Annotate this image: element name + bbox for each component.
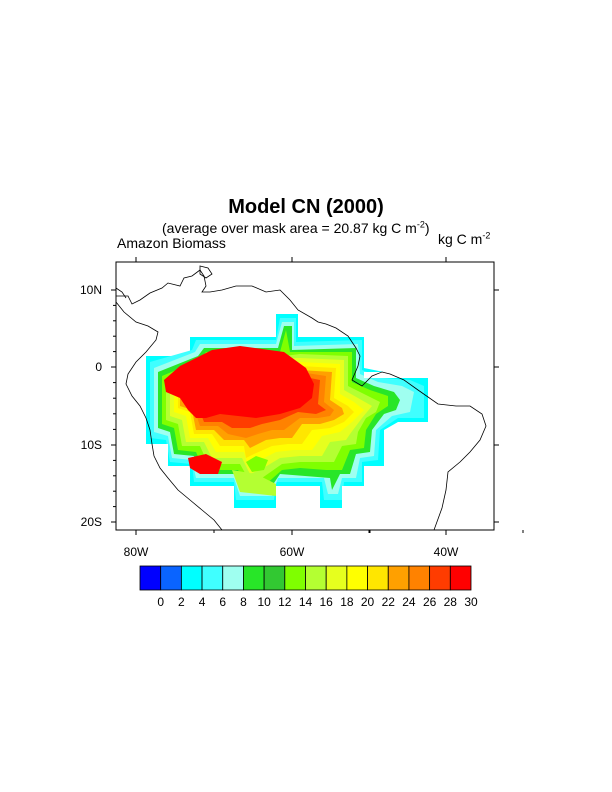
biomass-region-core [164, 346, 314, 418]
colorbar-label: 4 [199, 595, 206, 609]
colorbar-swatch [243, 565, 265, 591]
units-base: kg C m [438, 231, 483, 247]
coastline-panama [115, 287, 127, 299]
colorbar-label: 2 [178, 595, 185, 609]
variable-label: Amazon Biomass [117, 235, 226, 251]
colorbar-swatch [222, 565, 244, 591]
colorbar-label: 30 [464, 595, 478, 609]
biomass-field [146, 314, 428, 530]
colorbar-swatch [325, 565, 348, 591]
colorbar-label: 18 [340, 595, 354, 609]
subtitle-suffix: ) [424, 220, 430, 236]
coastline [115, 265, 487, 531]
colorbar-swatch [367, 565, 389, 591]
colorbar-label: 22 [382, 595, 396, 609]
colorbar-swatch [387, 565, 410, 591]
colorbar-swatch [408, 565, 431, 591]
y-tick-label: 10S [81, 438, 102, 452]
plot-frame [115, 261, 495, 531]
colorbar-label: 26 [423, 595, 437, 609]
colorbar-swatch [346, 565, 368, 591]
x-tick-label: 40W [434, 545, 459, 559]
x-tick-label: 60W [280, 545, 305, 559]
colorbar-swatch [305, 565, 327, 591]
plot-subtitle: (average over mask area = 20.87 kg C m-2… [162, 220, 430, 236]
colorbar-swatch [160, 565, 182, 591]
colorbar-swatch [449, 565, 472, 591]
colorbar-label: 8 [240, 595, 247, 609]
x-tick-label: 80W [124, 545, 149, 559]
y-tick-label: 10N [80, 283, 102, 297]
colorbar-swatch [284, 565, 306, 591]
southern-patch [232, 470, 276, 496]
coastline-island [199, 265, 213, 279]
colorbar-label: 20 [361, 595, 375, 609]
colorbar-label: 14 [299, 595, 313, 609]
colorbar-label: 0 [157, 595, 164, 609]
colorbar: 0 2 4 6 8 10 12 14 16 18 20 22 24 26 28 30 [139, 565, 478, 609]
colorbar-swatch [180, 565, 203, 591]
y-tick-label: 0 [95, 360, 102, 374]
colorbar-swatch [429, 565, 451, 591]
mask-gap-south [276, 486, 320, 508]
colorbar-label: 28 [444, 595, 458, 609]
mask-gap-west [146, 444, 168, 466]
plot-title: Model CN (2000) [228, 196, 384, 218]
colorbar-swatch [139, 565, 162, 591]
units-label: kg C m-2 [438, 231, 490, 247]
high-biomass-patch [188, 454, 222, 474]
axis-ticks: 80W 60W 40W 10N 0 10S 20S [80, 257, 524, 559]
low-biomass-patch [246, 456, 268, 472]
coastline-caribbean [116, 269, 487, 531]
colorbar-label: 16 [320, 595, 334, 609]
y-tick-label: 20S [81, 515, 102, 529]
colorbar-label: 12 [278, 595, 292, 609]
mask-gap-southeast [342, 486, 384, 530]
subtitle-exponent: -2 [416, 219, 425, 230]
colorbar-swatch [263, 565, 286, 591]
colorbar-label: 10 [257, 595, 271, 609]
subtitle-text: (average over mask area = 20.87 kg C m [162, 220, 417, 236]
colorbar-label: 24 [402, 595, 416, 609]
units-exponent: -2 [482, 230, 491, 241]
colorbar-swatch [201, 565, 224, 591]
colorbar-label: 6 [219, 595, 226, 609]
coastline-pacific [115, 301, 223, 531]
